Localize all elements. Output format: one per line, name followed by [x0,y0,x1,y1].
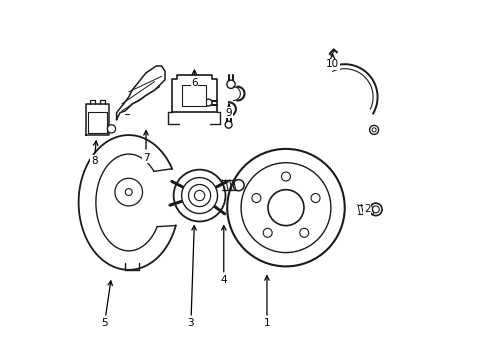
Circle shape [181,177,217,213]
Polygon shape [86,104,108,135]
Circle shape [251,194,261,203]
Text: 1: 1 [263,276,270,328]
Circle shape [241,163,330,253]
Circle shape [173,170,225,221]
Text: 7: 7 [142,131,149,162]
Text: 3: 3 [187,226,196,328]
Bar [182,85,206,106]
Circle shape [299,228,308,237]
Circle shape [227,149,344,266]
Circle shape [369,203,381,216]
Text: 9: 9 [225,104,232,118]
Text: 6: 6 [191,70,197,88]
Circle shape [233,180,244,191]
Text: 2: 2 [362,204,370,214]
Circle shape [107,125,115,133]
Polygon shape [117,66,164,120]
Circle shape [125,189,132,195]
Circle shape [369,125,378,134]
Circle shape [224,121,232,128]
Circle shape [310,194,319,203]
Circle shape [204,99,212,106]
Circle shape [226,80,235,89]
Circle shape [263,228,272,237]
Circle shape [188,184,210,207]
Circle shape [371,206,379,213]
Circle shape [194,190,204,201]
Text: 5: 5 [101,281,112,328]
Circle shape [281,172,290,181]
Text: 10: 10 [325,55,339,69]
Circle shape [115,178,142,206]
Circle shape [267,190,304,226]
Text: 4: 4 [220,226,226,285]
Text: 8: 8 [91,141,98,166]
Polygon shape [172,75,216,112]
Circle shape [371,128,375,132]
